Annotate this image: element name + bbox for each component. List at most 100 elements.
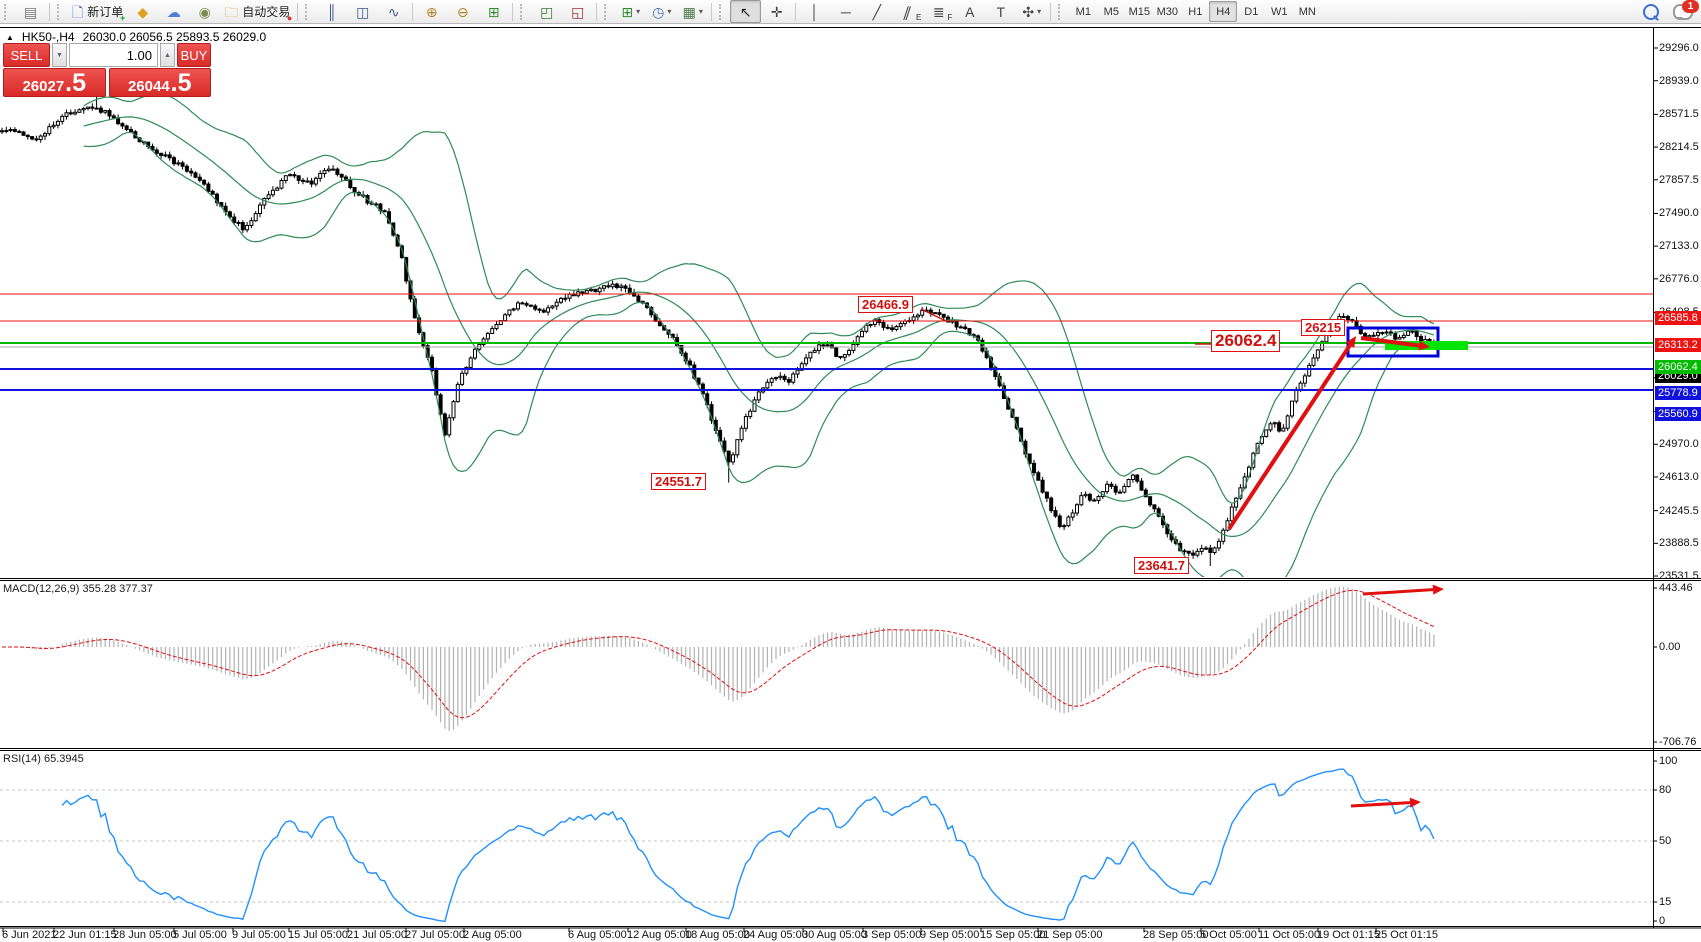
toolbar-separator	[412, 2, 414, 21]
shapes-icon: ✣	[1022, 3, 1035, 20]
new-order-button-label: 新订单	[87, 5, 124, 19]
notification-badge: 1	[1682, 0, 1699, 13]
toolbar-drag-handle[interactable]	[305, 3, 314, 20]
copy-trading-icon[interactable]: ◆	[127, 0, 158, 23]
toolbar-separator	[1050, 2, 1052, 21]
new-chart-button[interactable]: ⊞ ▾	[615, 0, 646, 23]
overlay-mark-icon: ●	[286, 13, 293, 23]
timeframe-m15[interactable]: M15	[1128, 5, 1150, 18]
chart-window-icon-icon: ▤	[23, 3, 38, 20]
dropdown-arrow-icon: ▾	[1037, 7, 1042, 16]
timeframe-d1[interactable]: D1	[1244, 5, 1259, 18]
candlestick-chart-type-button[interactable]: ◫	[347, 0, 378, 23]
buy-button[interactable]: BUY	[177, 43, 211, 67]
chart-shift-icon: ◱	[571, 3, 585, 20]
dropdown-arrow-icon: ▾	[667, 7, 672, 16]
timeframe-h4[interactable]: H4	[1209, 1, 1238, 22]
chart-canvas[interactable]	[0, 24, 1701, 942]
text-label-button[interactable]: T	[985, 0, 1016, 23]
line-chart-type-button[interactable]: ∿	[378, 0, 409, 23]
line-chart-type-icon: ∿	[387, 3, 400, 20]
community-icon-icon: ☁	[166, 3, 181, 20]
timeframe-m1[interactable]: M1	[1075, 5, 1091, 18]
search-icon[interactable]	[1643, 3, 1659, 20]
toolbar-drag-handle[interactable]	[4, 3, 13, 20]
periods-icon: ◷	[652, 3, 665, 20]
text-button[interactable]: A	[954, 0, 985, 23]
fibonacci-button[interactable]: ≣ F	[923, 0, 954, 23]
equidistant-channel-icon: ∥	[901, 3, 914, 20]
sell-price[interactable]: 26027 .5	[3, 68, 106, 97]
sell-price-frac: .5	[65, 69, 87, 97]
sell-button[interactable]: SELL	[3, 43, 50, 67]
tile-windows-icon: ⊞	[487, 3, 500, 20]
toolbar-drag-handle[interactable]	[1058, 3, 1067, 20]
toolbar-separator	[512, 2, 514, 21]
cursor-icon: ↖	[739, 3, 752, 20]
signals-icon-icon: ◉	[198, 3, 211, 20]
new-order-icon: 🗋	[72, 3, 84, 20]
vertical-line-icon: │	[810, 3, 820, 20]
copy-trading-icon-icon: ◆	[137, 3, 149, 20]
volume-input[interactable]: 1.00	[69, 43, 158, 67]
timeframe-m5[interactable]: M5	[1103, 5, 1119, 18]
icon-sub-letter: F	[947, 13, 953, 22]
signals-icon[interactable]: ◉	[189, 0, 220, 23]
toolbar-separator	[711, 2, 713, 21]
bar-chart-type-icon: ║	[326, 3, 337, 20]
chat-icon[interactable]: 1	[1673, 0, 1699, 20]
zoom-out-icon: ⊖	[456, 3, 469, 20]
toolbar-separator	[596, 2, 598, 21]
chart-shift-button[interactable]: ◱	[562, 0, 593, 23]
zoom-in-button[interactable]: ⊕	[416, 0, 447, 23]
autotrading-button-label: 自动交易	[242, 5, 291, 19]
trendline-button[interactable]: ╱	[861, 0, 892, 23]
autotrading-button[interactable]: 🗀 ● 自动交易	[220, 0, 294, 23]
community-icon[interactable]: ☁	[158, 0, 189, 23]
sell-price-main: 26027	[22, 78, 65, 95]
auto-arrange-icon: ◰	[540, 3, 554, 20]
buy-price[interactable]: 26044 .5	[108, 68, 211, 97]
timeframe-h1[interactable]: H1	[1188, 5, 1203, 18]
volume-decrease-button[interactable]: ▼	[52, 43, 67, 67]
timeframe-w1[interactable]: W1	[1271, 5, 1288, 18]
candlestick-chart-type-icon: ◫	[356, 3, 370, 20]
toolbar-drag-handle[interactable]	[719, 3, 728, 20]
toolbar-drag-handle[interactable]	[604, 3, 613, 20]
autotrading-icon: 🗀	[224, 3, 239, 20]
toolbar-separator	[49, 2, 50, 21]
toolbar-separator	[795, 2, 797, 21]
auto-arrange-button[interactable]: ◰	[531, 0, 562, 23]
toolbar-right: 1	[1643, 0, 1699, 23]
trendline-icon: ╱	[872, 3, 882, 20]
templates-button[interactable]: ▦ ▾	[677, 0, 708, 23]
toolbar-drag-handle[interactable]	[57, 3, 66, 20]
cursor-button[interactable]: ↖	[730, 0, 762, 23]
text-icon: A	[965, 3, 975, 20]
horizontal-line-button[interactable]: ─	[830, 0, 861, 23]
zoom-out-button[interactable]: ⊖	[447, 0, 478, 23]
tile-windows-button[interactable]: ⊞	[478, 0, 509, 23]
shapes-button[interactable]: ✣ ▾	[1016, 0, 1047, 23]
toolbar-drag-handle[interactable]	[520, 3, 529, 20]
buy-price-main: 26044	[127, 78, 170, 95]
timeframe-m30[interactable]: M30	[1156, 5, 1178, 18]
one-click-trading-panel: SELL ▼ 1.00 ▲ BUY 26027 .5 26044 .5	[3, 43, 211, 97]
crosshair-icon: ✛	[770, 3, 783, 20]
bar-chart-type-button[interactable]: ║	[316, 0, 347, 23]
chart-window-icon[interactable]: ▤	[15, 0, 46, 23]
chart-window: ▲ HK50-,H4 26030.0 26056.5 25893.5 26029…	[0, 24, 1701, 942]
toolbar: ▤ 🗋 + 新订单 ◆ ☁ ◉ 🗀 ● 自动交易 ║ ◫ ∿ ⊕ ⊖ ⊞ ◰ ◱ ⊞ ▾ ◷ ▾ ▦ ▾ ↖ ✛ │ ─ ╱ ∥ E ≣ F A T…	[0, 0, 1701, 24]
horizontal-line-icon: ─	[840, 3, 851, 20]
timeframe-mn[interactable]: MN	[1298, 5, 1316, 18]
new-order-button[interactable]: 🗋 + 新订单	[68, 0, 127, 23]
volume-increase-button[interactable]: ▲	[160, 43, 175, 67]
templates-icon: ▦	[682, 3, 696, 20]
crosshair-button[interactable]: ✛	[761, 0, 792, 23]
equidistant-channel-button[interactable]: ∥ E	[892, 0, 923, 23]
vertical-line-button[interactable]: │	[799, 0, 830, 23]
periods-button[interactable]: ◷ ▾	[646, 0, 677, 23]
dropdown-arrow-icon: ▾	[698, 7, 703, 16]
text-label-icon: T	[996, 3, 1006, 20]
